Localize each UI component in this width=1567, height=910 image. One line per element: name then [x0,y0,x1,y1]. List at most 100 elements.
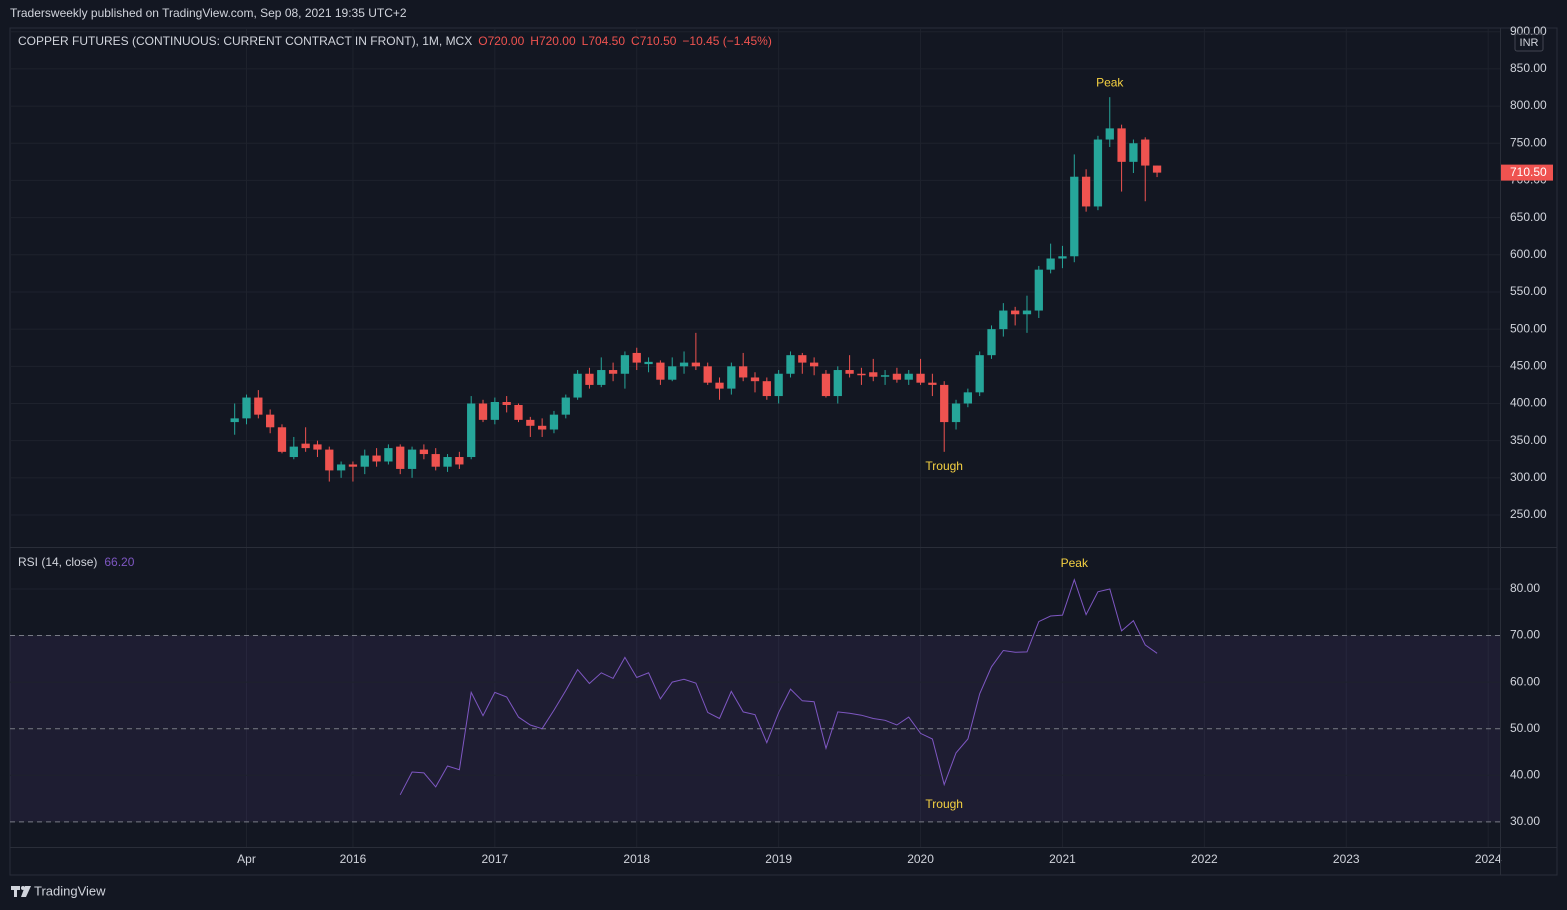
candle-body [668,366,677,380]
candle-body [336,464,346,471]
candle-body [301,443,310,449]
candle-body [372,455,381,462]
candle-body [396,446,405,469]
candle-body [431,454,440,467]
y-tick-label: 800.00 [1510,98,1547,112]
candle-body [762,381,771,397]
legend-value: 66.20 [104,555,134,569]
candle-body [1022,310,1032,315]
candle-body [632,352,641,363]
candle-body [845,370,854,374]
annotation: Trough [925,459,963,473]
candle-body [821,373,831,397]
tradingview-logo [11,886,31,897]
candle-body [1152,165,1162,173]
y-tick-label: 350.00 [1510,433,1547,447]
candle-body [455,457,464,465]
candle-body [1093,139,1103,207]
legend-value: O720.00 [478,34,524,48]
candle-body [538,425,547,430]
annotation: Peak [1096,75,1124,89]
legend-value: −10.45 (−1.45%) [682,34,771,48]
candle-body [266,414,275,428]
y-tick-label: 50.00 [1510,721,1540,735]
y-tick-label: 40.00 [1510,767,1540,781]
candle-body [360,455,369,467]
candle-body [384,448,393,462]
candle-body [325,449,334,471]
candle-body [502,402,511,405]
candle-body [1129,143,1138,162]
candle-body [1141,139,1150,166]
legend-title: COPPER FUTURES (CONTINUOUS: CURRENT CONT… [18,34,472,48]
annotation: Peak [1061,556,1089,570]
candle-body [1034,269,1043,311]
candle-body [679,362,689,367]
candle-body [1105,128,1114,140]
x-tick-label: 2020 [907,852,934,866]
candle-body [490,402,499,420]
candle-body [514,404,523,420]
y-tick-label: 80.00 [1510,581,1540,595]
candle-body [999,310,1008,330]
rsi-line [399,578,1158,796]
currency-label: INR [1520,37,1539,49]
chart-frame [9,27,1558,876]
candle-body [549,414,559,430]
candle-body [1058,256,1067,259]
x-tick-label: 2018 [623,852,650,866]
candle-body [904,373,913,380]
x-tick-label: 2017 [481,852,508,866]
x-tick-label: 2019 [765,852,792,866]
candle-body [750,377,760,382]
candle-body [526,419,535,426]
y-tick-label: 550.00 [1510,284,1547,298]
candle-body [798,355,807,363]
y-tick-label: 900.00 [1510,24,1547,38]
publisher-header: Tradersweekly published on TradingView.c… [10,6,407,20]
candle-body [478,403,488,420]
candle-body [1011,310,1020,315]
candle-body [975,355,984,393]
currency-box [1514,33,1544,52]
x-tick-label: 2021 [1049,852,1076,866]
candle-body [940,384,949,423]
candle-body [656,362,665,380]
candle-body [561,397,570,415]
candle-body [857,373,866,376]
candle-body [644,361,653,365]
x-tick-label: 2016 [340,852,367,866]
candle-body [963,392,972,404]
x-tick-label: Apr [237,852,256,866]
last-price-tag [1501,164,1553,181]
x-tick-label: 2024 [1475,852,1502,866]
candle-body [573,373,582,398]
y-tick-label: 70.00 [1510,628,1540,642]
candle-body [277,427,287,452]
candle-body [597,370,606,385]
candle-body [987,329,996,356]
candle-body [585,373,594,385]
candle-body [443,457,452,467]
candle-body [928,382,937,385]
candle-body [739,366,748,378]
annotation: Trough [925,797,963,811]
candle-body [1117,128,1126,162]
y-tick-label: 500.00 [1510,321,1547,335]
candle-body [691,362,701,367]
y-tick-label: 850.00 [1510,61,1547,75]
candle-body [869,372,878,377]
y-tick-label: 650.00 [1510,210,1547,224]
candle-body [608,370,618,374]
candle-body [407,449,417,469]
candle-body [892,373,902,380]
y-tick-label: 750.00 [1510,135,1547,149]
candle-body [348,464,358,467]
candle-body [289,446,298,458]
y-tick-label: 60.00 [1510,674,1540,688]
legend-value: L704.50 [582,34,626,48]
candle-body [809,362,819,367]
x-tick-label: 2022 [1191,852,1218,866]
y-tick-label: 600.00 [1510,247,1547,261]
